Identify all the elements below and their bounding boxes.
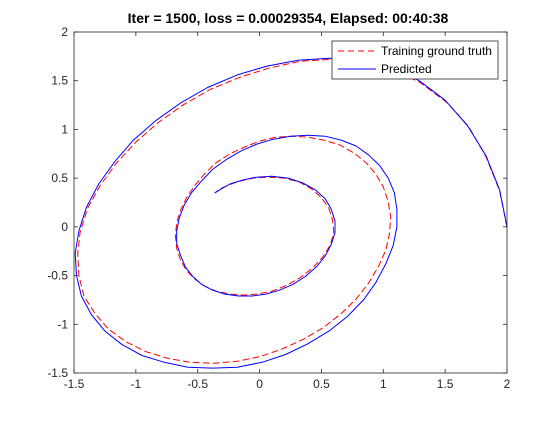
axes-box	[73, 31, 508, 374]
y-tick-label: 2	[61, 25, 68, 39]
x-tick-label: 0	[256, 377, 263, 391]
x-tick-label: -1	[131, 377, 142, 391]
y-tick-label: 0	[61, 220, 68, 234]
x-tick-label: -0.5	[187, 377, 208, 391]
x-tick-label: 1.5	[437, 377, 454, 391]
x-tick-label: 0.5	[313, 377, 330, 391]
series-line-training-ground-truth	[77, 58, 508, 364]
x-axis: -1.5 -1 -0.5 0 0.5 1 1.5 2	[64, 32, 511, 391]
y-tick-label: -1.5	[47, 366, 68, 380]
chart-title: Iter = 1500, loss = 0.00029354, Elapsed:…	[128, 10, 449, 26]
y-tick-label: -0.5	[47, 269, 68, 283]
legend-box	[331, 40, 499, 80]
series-line-predicted	[74, 57, 508, 369]
x-tick-label: 2	[504, 377, 511, 391]
plot-lines	[74, 57, 508, 369]
y-tick-label: 0.5	[51, 171, 68, 185]
y-tick-label: 1	[61, 122, 68, 136]
y-tick-label: -1	[57, 317, 68, 331]
legend-label-training-ground-truth: Training ground truth	[381, 44, 492, 58]
y-axis: -1.5 -1 -0.5 0 0.5 1 1.5 2	[47, 25, 507, 380]
legend-label-predicted: Predicted	[381, 62, 432, 76]
y-tick-label: 1.5	[51, 74, 68, 88]
legend: Training ground truth Predicted	[331, 40, 499, 80]
x-tick-label: 1	[380, 377, 387, 391]
x-tick-label: -1.5	[64, 377, 85, 391]
